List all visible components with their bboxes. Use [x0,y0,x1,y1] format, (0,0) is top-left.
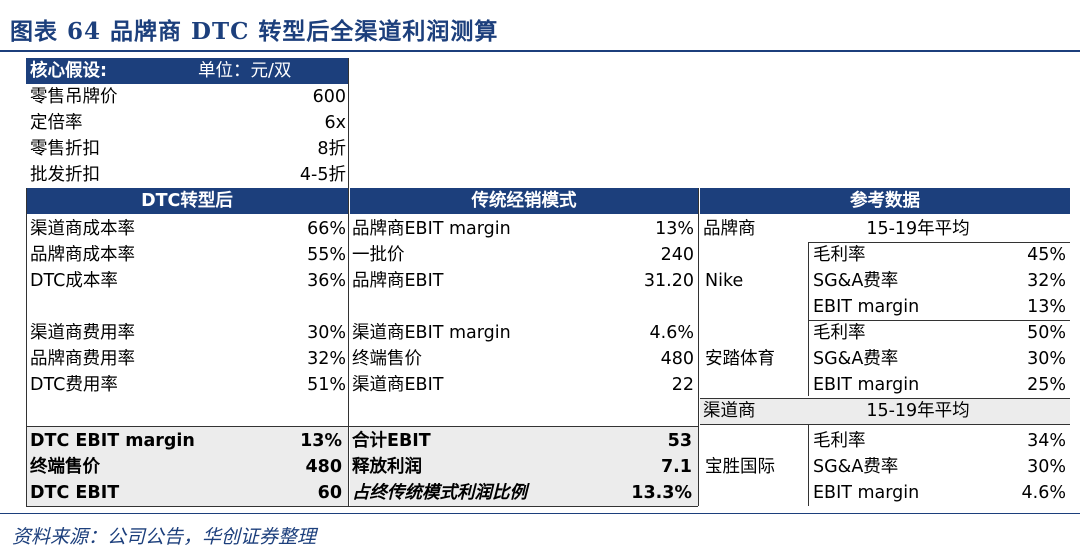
assumption-value: 4-5折 [299,165,346,185]
reference-company: 安踏体育 [705,349,775,369]
traditional-row-label: 品牌商EBIT [352,271,444,291]
dtc-row-label: DTC成本率 [30,271,118,291]
reference-value: 50% [1027,323,1066,343]
traditional-total-value: 13.3% [631,483,692,503]
row-divider [26,506,698,507]
column-divider [698,188,699,506]
traditional-row-value: 480 [660,349,694,369]
row-divider [700,424,1070,425]
traditional-row-label: 渠道商EBIT [352,375,444,395]
reference-value: 45% [1027,245,1066,265]
reference-value: 30% [1027,457,1066,477]
traditional-row-label: 品牌商EBIT margin [352,219,511,239]
reference-channel-period: 15-19年平均 [866,401,970,421]
reference-value: 4.6% [1021,483,1066,503]
dtc-total-label: DTC EBIT margin [30,431,195,451]
column-divider [808,424,809,506]
dtc-row-label: 渠道商费用率 [30,323,135,343]
dtc-row-value: 66% [307,219,346,239]
assumption-value: 8折 [317,139,346,159]
reference-metric: EBIT margin [813,375,920,395]
traditional-row-value: 4.6% [649,323,694,343]
dtc-totals-bg [26,426,348,506]
traditional-totals-bg [350,426,698,506]
reference-metric: 毛利率 [813,431,866,451]
traditional-total-label: 合计EBIT [352,431,431,451]
dtc-row-label: 品牌商成本率 [30,245,135,265]
footer-divider [0,513,1080,514]
traditional-row-label: 渠道商EBIT margin [352,323,511,343]
row-divider [700,398,1070,399]
dtc-total-value: 13% [300,431,342,451]
reference-metric: 毛利率 [813,323,866,343]
traditional-total-label: 占终传统模式利润比例 [352,483,527,503]
reference-metric: 毛利率 [813,245,866,265]
reference-company: 宝胜国际 [705,457,775,477]
column-divider [348,58,349,506]
reference-company: Nike [705,271,744,291]
reference-brand-period: 15-19年平均 [866,219,970,239]
assumption-label: 批发折扣 [30,165,100,185]
traditional-row-value: 13% [655,219,694,239]
reference-channel-label: 渠道商 [703,401,756,421]
assumptions-header-unit: 单位：元/双 [198,61,292,81]
row-divider [26,426,698,427]
reference-value: 34% [1027,431,1066,451]
traditional-row-value: 31.20 [643,271,694,291]
dtc-row-value: 36% [307,271,346,291]
reference-value: 30% [1027,349,1066,369]
reference-value: 25% [1027,375,1066,395]
traditional-row-value: 240 [660,245,694,265]
assumption-value: 6x [324,113,347,133]
dtc-header: DTC转型后 [26,188,348,214]
reference-metric: SG&A费率 [813,271,899,291]
dtc-row-value: 55% [307,245,346,265]
dtc-row-label: 品牌商费用率 [30,349,135,369]
assumptions-header-label: 核心假设: [30,61,107,81]
assumptions-header [26,58,348,84]
traditional-total-value: 7.1 [660,457,692,477]
assumption-label: 定倍率 [30,113,83,133]
assumption-label: 零售吊牌价 [30,87,118,107]
traditional-header: 传统经销模式 [350,188,698,214]
row-divider [808,320,1070,321]
dtc-row-value: 30% [307,323,346,343]
dtc-total-value: 60 [317,483,342,503]
dtc-total-label: DTC EBIT [30,483,120,503]
reference-metric: EBIT margin [813,483,920,503]
assumption-value: 600 [312,87,346,107]
dtc-row-label: DTC费用率 [30,375,118,395]
reference-header: 参考数据 [700,188,1070,214]
dtc-row-value: 51% [307,375,346,395]
row-divider [808,242,1070,243]
traditional-row-label: 终端售价 [352,349,422,369]
dtc-row-label: 渠道商成本率 [30,219,135,239]
traditional-row-value: 22 [671,375,694,395]
traditional-total-value: 53 [667,431,692,451]
traditional-row-label: 一批价 [352,245,405,265]
column-divider [26,188,27,506]
reference-metric: EBIT margin [813,297,920,317]
reference-brand-label: 品牌商 [703,219,756,239]
column-divider [808,242,809,396]
reference-value: 32% [1027,271,1066,291]
dtc-total-value: 480 [305,457,342,477]
reference-metric: SG&A费率 [813,457,899,477]
page-title: 图表 64 品牌商 DTC 转型后全渠道利润测算 [10,18,499,45]
reference-channel-bg [700,398,1070,424]
assumption-label: 零售折扣 [30,139,100,159]
reference-metric: SG&A费率 [813,349,899,369]
source-note: 资料来源：公司公告，华创证券整理 [12,526,317,548]
dtc-row-value: 32% [307,349,346,369]
reference-value: 13% [1027,297,1066,317]
traditional-total-label: 释放利润 [352,457,422,477]
dtc-total-label: 终端售价 [30,457,100,477]
title-divider [0,50,1080,52]
